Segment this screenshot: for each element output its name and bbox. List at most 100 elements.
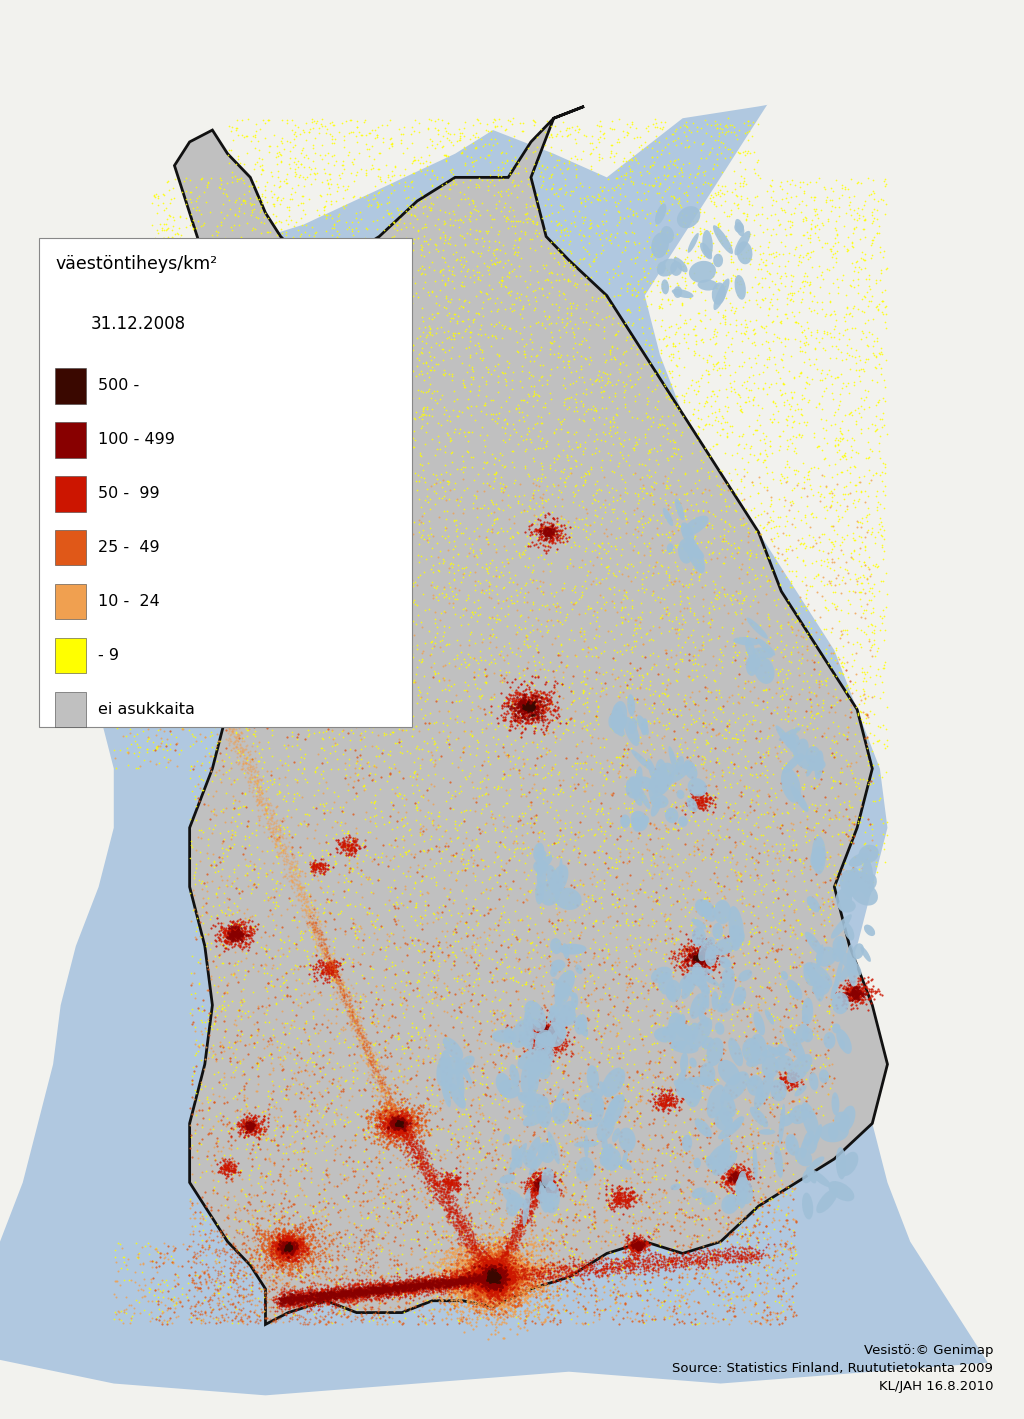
- Point: [472, 1301, 488, 1324]
- Point: [447, 1273, 464, 1296]
- Point: [821, 258, 838, 281]
- Ellipse shape: [574, 1141, 599, 1148]
- Point: [697, 1253, 714, 1276]
- Point: [362, 1263, 379, 1286]
- Point: [233, 921, 250, 944]
- Point: [876, 714, 892, 736]
- Point: [264, 860, 281, 883]
- Point: [441, 1073, 458, 1095]
- Point: [466, 1267, 482, 1290]
- Point: [288, 1294, 304, 1317]
- Point: [352, 1277, 369, 1300]
- Point: [794, 570, 810, 593]
- Point: [578, 1250, 594, 1273]
- Point: [626, 1114, 642, 1137]
- Point: [306, 710, 323, 732]
- Point: [237, 1237, 253, 1260]
- Point: [200, 382, 216, 404]
- Point: [305, 941, 322, 964]
- Point: [520, 556, 537, 579]
- Point: [332, 976, 348, 999]
- Point: [297, 1220, 313, 1243]
- Point: [518, 698, 535, 721]
- Point: [482, 1261, 499, 1284]
- Point: [270, 1074, 287, 1097]
- Point: [526, 697, 543, 719]
- Point: [517, 701, 534, 724]
- Point: [478, 1269, 495, 1291]
- Point: [314, 1105, 331, 1128]
- Point: [860, 834, 877, 857]
- Point: [388, 1120, 404, 1142]
- Point: [352, 123, 369, 146]
- Point: [432, 1286, 449, 1308]
- Point: [400, 1130, 417, 1152]
- Point: [294, 841, 310, 864]
- Point: [227, 1015, 244, 1037]
- Point: [519, 383, 536, 406]
- Point: [428, 1250, 444, 1273]
- Point: [332, 1056, 348, 1078]
- Point: [463, 1261, 479, 1284]
- Point: [515, 1273, 531, 1296]
- Point: [482, 1267, 499, 1290]
- Point: [828, 691, 845, 714]
- Point: [358, 1286, 375, 1308]
- Point: [272, 841, 289, 864]
- Point: [241, 583, 257, 606]
- Point: [296, 885, 312, 908]
- Point: [593, 376, 609, 399]
- Point: [481, 1263, 498, 1286]
- Point: [245, 424, 261, 447]
- Point: [622, 369, 638, 392]
- Point: [580, 528, 596, 551]
- Point: [305, 917, 322, 939]
- Point: [318, 207, 335, 230]
- Point: [193, 1264, 209, 1287]
- Point: [322, 622, 338, 644]
- Point: [526, 1283, 543, 1305]
- Point: [700, 1219, 717, 1242]
- Point: [749, 1246, 765, 1269]
- Point: [833, 539, 849, 562]
- Point: [795, 423, 811, 446]
- Point: [314, 1281, 331, 1304]
- Point: [387, 1112, 403, 1135]
- Point: [231, 912, 248, 935]
- Point: [488, 1259, 505, 1281]
- Point: [521, 1203, 538, 1226]
- Point: [391, 1115, 408, 1138]
- Point: [651, 1232, 668, 1254]
- Point: [780, 524, 797, 546]
- Point: [407, 1145, 423, 1168]
- Point: [697, 759, 714, 782]
- Point: [702, 932, 719, 955]
- Point: [482, 1287, 499, 1310]
- Point: [512, 691, 528, 714]
- Point: [476, 1269, 493, 1291]
- Point: [288, 1249, 304, 1271]
- Point: [436, 143, 453, 166]
- Point: [279, 853, 295, 876]
- Point: [281, 1233, 297, 1256]
- Point: [302, 914, 318, 937]
- Point: [374, 1105, 390, 1128]
- Point: [288, 823, 304, 846]
- Point: [629, 515, 645, 538]
- Point: [358, 1277, 375, 1300]
- Point: [689, 788, 706, 810]
- Point: [678, 949, 694, 972]
- Point: [251, 790, 267, 813]
- Point: [288, 1051, 304, 1074]
- Ellipse shape: [689, 261, 716, 282]
- Point: [602, 228, 618, 251]
- Point: [297, 257, 313, 280]
- Point: [878, 311, 894, 333]
- Point: [313, 1138, 330, 1161]
- Point: [578, 521, 594, 543]
- Point: [536, 1260, 552, 1283]
- Point: [541, 688, 557, 711]
- Point: [527, 1172, 544, 1195]
- Point: [683, 121, 699, 143]
- Point: [526, 691, 543, 714]
